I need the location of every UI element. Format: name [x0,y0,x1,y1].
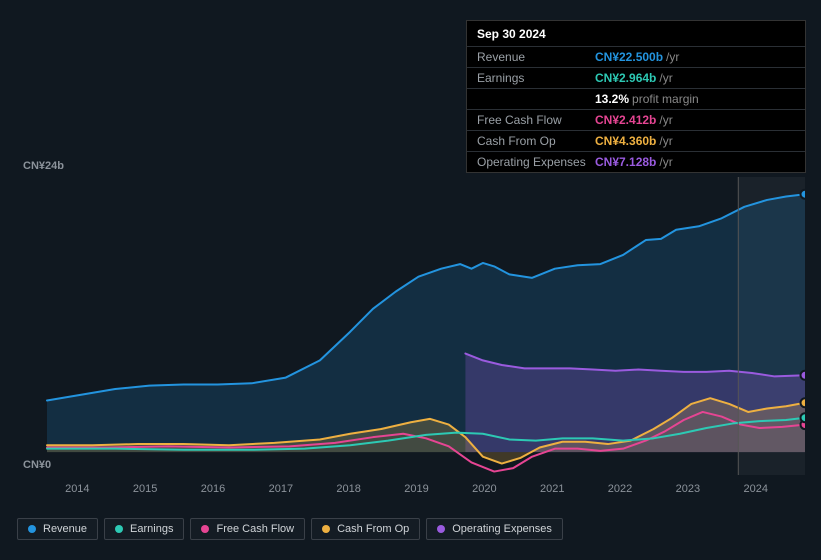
legend-dot-icon [28,525,36,533]
series-endpoint [801,413,806,422]
tooltip-extra-label: profit margin [632,92,699,106]
legend-item-free-cash-flow[interactable]: Free Cash Flow [190,518,305,540]
tooltip-row: EarningsCN¥2.964b/yr [467,67,805,88]
x-tick: 2021 [540,483,564,495]
x-tick: 2020 [472,483,496,495]
legend-dot-icon [322,525,330,533]
legend-item-revenue[interactable]: Revenue [17,518,98,540]
tooltip-row-extra: 13.2% profit margin [467,88,805,109]
legend-label: Cash From Op [337,523,409,535]
chart-legend: Revenue Earnings Free Cash Flow Cash From O… [17,518,563,540]
series-endpoint [801,371,806,380]
x-tick: 2024 [743,483,767,495]
financials-chart[interactable] [17,177,805,475]
legend-dot-icon [115,525,123,533]
tooltip-unit: /yr [659,113,672,127]
legend-item-operating-expenses[interactable]: Operating Expenses [426,518,563,540]
x-tick: 2016 [201,483,225,495]
x-tick: 2023 [676,483,700,495]
legend-dot-icon [201,525,209,533]
legend-label: Revenue [43,523,87,535]
chart-tooltip: Sep 30 2024RevenueCN¥22.500b/yrEarningsC… [466,20,806,173]
x-tick: 2019 [404,483,428,495]
legend-label: Earnings [130,523,173,535]
tooltip-row: RevenueCN¥22.500b/yr [467,46,805,67]
series-endpoint [801,190,806,199]
series-endpoint [801,398,806,407]
tooltip-unit: /yr [659,71,672,85]
legend-dot-icon [437,525,445,533]
tooltip-unit: /yr [659,134,672,148]
tooltip-label: Revenue [477,50,595,64]
legend-item-cash-from-op[interactable]: Cash From Op [311,518,420,540]
tooltip-label: Operating Expenses [477,155,595,169]
tooltip-extra-value: 13.2% [595,92,629,106]
tooltip-value: CN¥4.360b [595,134,656,148]
tooltip-unit: /yr [666,50,679,64]
tooltip-row: Free Cash FlowCN¥2.412b/yr [467,109,805,130]
x-tick: 2015 [133,483,157,495]
tooltip-value: CN¥2.964b [595,71,656,85]
tooltip-row: Operating ExpensesCN¥7.128b/yr [467,151,805,172]
tooltip-row: Cash From OpCN¥4.360b/yr [467,130,805,151]
legend-label: Free Cash Flow [216,523,294,535]
y-axis-label-max: CN¥24b [23,160,64,172]
x-tick: 2018 [336,483,360,495]
tooltip-value: CN¥7.128b [595,155,656,169]
tooltip-label: Earnings [477,71,595,85]
x-tick: 2014 [65,483,89,495]
legend-label: Operating Expenses [452,523,552,535]
tooltip-value: CN¥22.500b [595,50,663,64]
x-axis: 2014 2015 2016 2017 2018 2019 2020 2021 2022 2023… [17,483,805,499]
legend-item-earnings[interactable]: Earnings [104,518,184,540]
x-tick: 2022 [608,483,632,495]
tooltip-value: CN¥2.412b [595,113,656,127]
tooltip-label: Free Cash Flow [477,113,595,127]
tooltip-title: Sep 30 2024 [467,21,805,46]
tooltip-label: Cash From Op [477,134,595,148]
x-tick: 2017 [269,483,293,495]
tooltip-unit: /yr [659,155,672,169]
